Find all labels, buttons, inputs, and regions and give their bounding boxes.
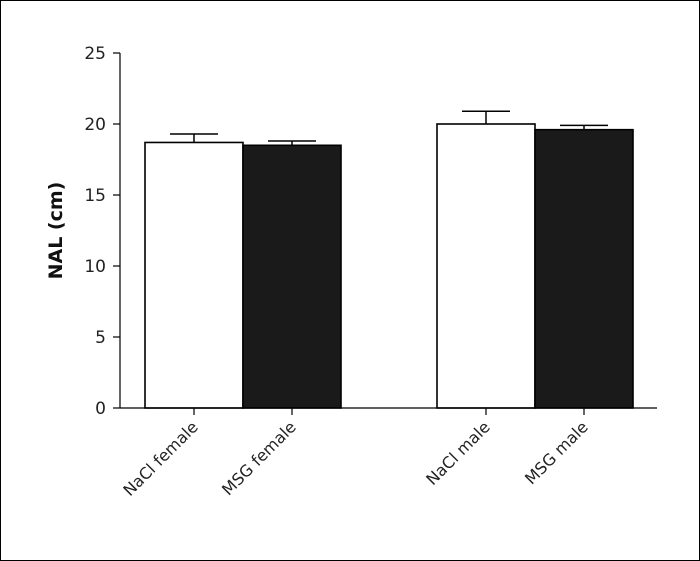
y-tick-label: 10	[84, 257, 106, 277]
x-category-label: MSG female	[218, 417, 300, 499]
bar-msg-female	[242, 144, 342, 409]
y-tick-label: 20	[84, 115, 106, 135]
y-ticks-group: 0 5 10 15 20 25	[84, 44, 120, 419]
x-ticks-group: NaCl female MSG female NaCl male MSG male	[119, 408, 592, 500]
error-bars-group	[170, 110, 608, 146]
bar-nacl-male	[436, 123, 536, 409]
x-category-label: NaCl male	[422, 417, 494, 489]
y-tick-label: 15	[84, 186, 106, 206]
bar-msg-male	[534, 128, 634, 409]
bars-group	[144, 123, 634, 409]
y-tick-label: 25	[84, 44, 106, 64]
bar-nacl-female	[144, 141, 244, 409]
y-tick-label: 0	[95, 399, 106, 419]
y-axis-title: NAL (cm)	[45, 182, 67, 280]
y-tick-label: 5	[95, 328, 106, 348]
x-category-label: MSG male	[521, 417, 592, 488]
x-category-label: NaCl female	[119, 417, 201, 499]
